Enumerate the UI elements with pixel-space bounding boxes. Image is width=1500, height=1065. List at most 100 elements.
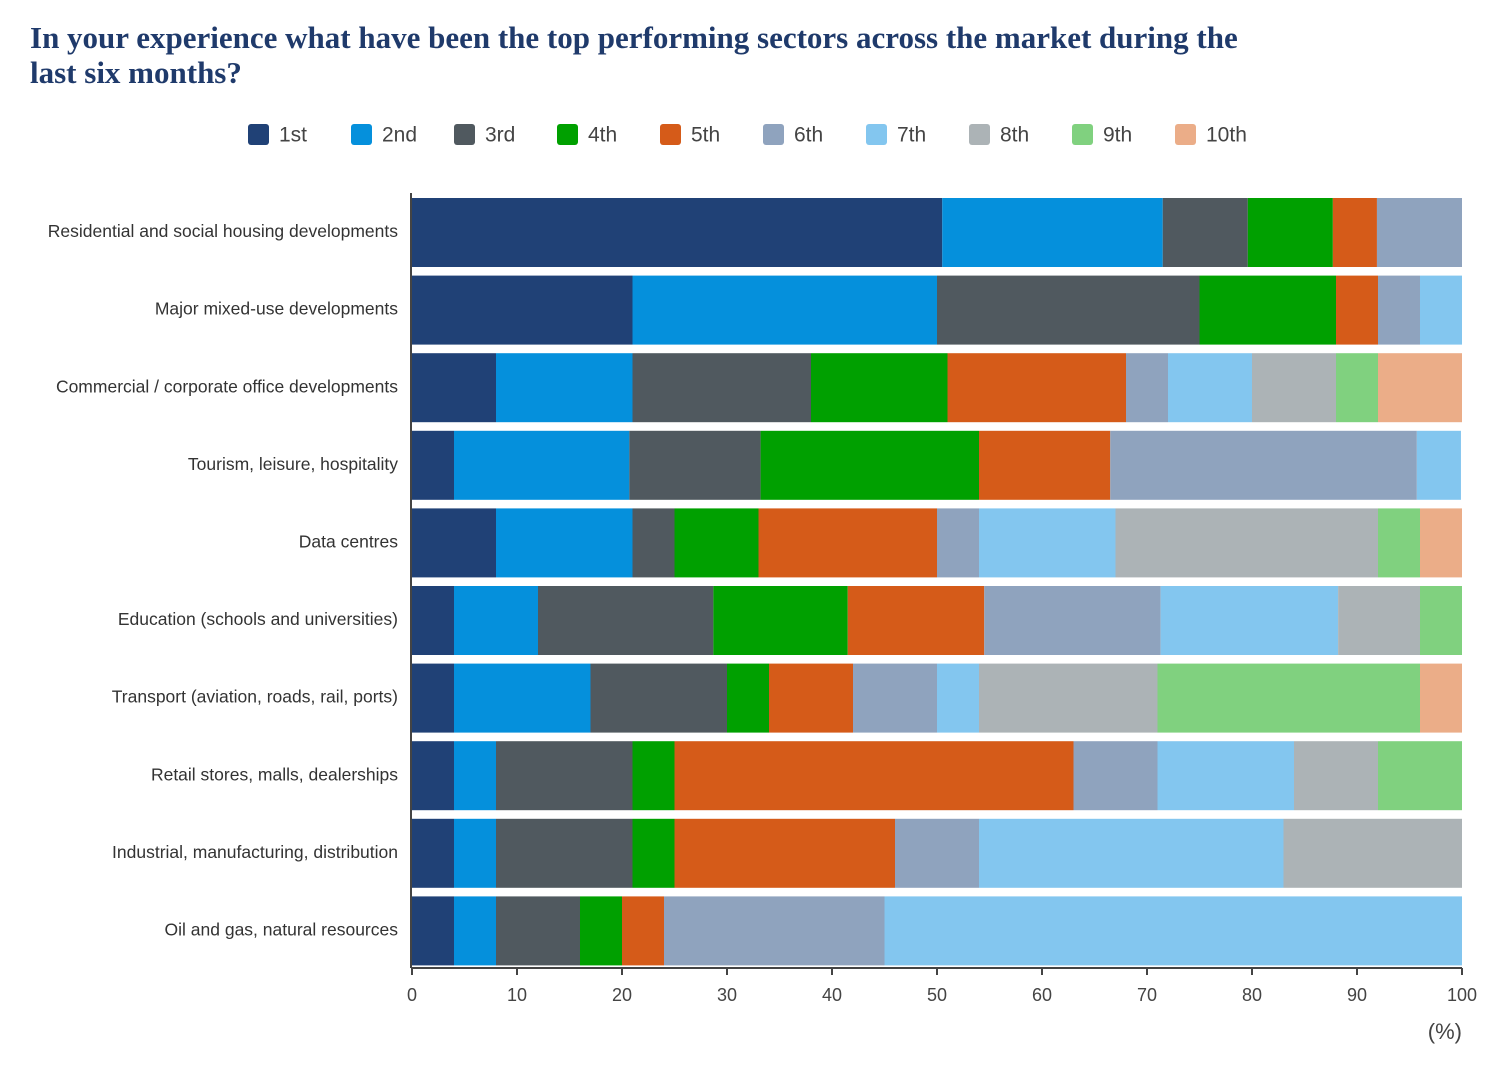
bar-segment <box>674 741 1074 811</box>
legend-label: 3rd <box>485 124 515 147</box>
legend-swatch <box>660 124 681 145</box>
legend-label: 8th <box>1000 124 1029 147</box>
bar-segment <box>884 896 1462 966</box>
legend-swatch <box>969 124 990 145</box>
bar-segment <box>412 741 454 811</box>
legend-swatch <box>351 124 372 145</box>
bar-segment <box>412 275 633 345</box>
bar-segment <box>632 741 675 811</box>
bar-segment <box>412 430 454 500</box>
legend-swatch <box>248 124 269 145</box>
bar-segment <box>847 586 985 655</box>
bar-segment <box>580 896 622 966</box>
bar-segment <box>1157 741 1294 811</box>
legend-swatch <box>454 124 475 145</box>
bar-segment <box>984 586 1161 655</box>
y-tick-label: Transport (aviation, roads, rail, ports) <box>112 687 398 707</box>
legend-label: 1st <box>279 124 307 147</box>
y-tick-label: Education (schools and universities) <box>118 609 398 629</box>
bar-segment <box>1420 508 1462 578</box>
legend-label: 6th <box>794 124 823 147</box>
y-tick-label: Commercial / corporate office developmen… <box>56 376 398 396</box>
bar-segment <box>1126 353 1168 423</box>
legend-swatch <box>763 124 784 145</box>
y-tick-label: Data centres <box>299 532 398 552</box>
bar-segment <box>947 353 1126 423</box>
bar-segment <box>1294 741 1378 811</box>
bar-segment <box>412 198 943 267</box>
bar-segment <box>853 663 937 733</box>
bar-segment <box>632 275 937 345</box>
bar-segment <box>1336 275 1378 345</box>
bar-segment <box>769 663 853 733</box>
x-tick-label: 30 <box>717 985 737 1005</box>
bar-segment <box>454 430 630 500</box>
legend-label: 9th <box>1103 124 1132 147</box>
bar-segment <box>937 275 1200 345</box>
bar-segment <box>538 586 714 655</box>
bar-segment <box>1376 198 1462 267</box>
bar-segment <box>412 353 496 423</box>
bar-segment <box>412 896 454 966</box>
bar-segment <box>979 508 1116 578</box>
legend-swatch <box>1072 124 1093 145</box>
chart-title: last six months? <box>30 55 242 90</box>
y-tick-label: Retail stores, malls, dealerships <box>151 764 398 784</box>
bar-segment <box>1378 508 1420 578</box>
bar-segment <box>412 663 454 733</box>
bar-segment <box>1073 741 1158 811</box>
x-tick-label: 10 <box>507 985 527 1005</box>
bar-segment <box>1162 198 1248 267</box>
bar-segment <box>454 741 496 811</box>
bar-segment <box>811 353 948 423</box>
bar-segment <box>760 430 979 500</box>
bar-segment <box>496 508 633 578</box>
bar-segment <box>937 508 979 578</box>
legend-label: 10th <box>1206 124 1247 147</box>
bar-segment <box>454 586 538 655</box>
bar-segment <box>1160 586 1339 655</box>
x-tick-label: 40 <box>822 985 842 1005</box>
bar-segment <box>1252 353 1336 423</box>
y-tick-label: Major mixed-use developments <box>155 299 398 319</box>
bar-segment <box>1115 508 1378 578</box>
x-tick-label: 80 <box>1242 985 1262 1005</box>
bar-segment <box>412 508 496 578</box>
bar-segment <box>1168 353 1252 423</box>
bar-segment <box>895 818 979 888</box>
bar-segment <box>1336 353 1378 423</box>
bar-segment <box>496 818 633 888</box>
bar-segment <box>674 508 759 578</box>
bar-segment <box>937 663 979 733</box>
bar-segment <box>727 663 769 733</box>
x-axis-label: (%) <box>1428 1019 1462 1044</box>
bar-segment <box>412 586 454 655</box>
bar-segment <box>1157 663 1420 733</box>
bar-segment <box>1416 430 1461 500</box>
x-tick-label: 50 <box>927 985 947 1005</box>
bar-segment <box>1420 586 1462 655</box>
x-tick-label: 60 <box>1032 985 1052 1005</box>
bar-segment <box>622 896 664 966</box>
y-tick-label: Oil and gas, natural resources <box>165 920 399 940</box>
bar-segment <box>1110 430 1417 500</box>
bar-segment <box>1247 198 1333 267</box>
x-tick-label: 90 <box>1347 985 1367 1005</box>
bar-segment <box>454 663 591 733</box>
bar-segment <box>629 430 761 500</box>
x-tick-label: 100 <box>1447 985 1477 1005</box>
x-tick-label: 0 <box>407 985 417 1005</box>
bar-segment <box>1199 275 1336 345</box>
legend-label: 2nd <box>382 124 417 147</box>
bar-segment <box>674 818 895 888</box>
legend-swatch <box>1175 124 1196 145</box>
legend-label: 5th <box>691 124 720 147</box>
legend-swatch <box>557 124 578 145</box>
bar-segment <box>1378 741 1462 811</box>
y-tick-label: Tourism, leisure, hospitality <box>188 454 398 474</box>
bar-segment <box>454 896 496 966</box>
bar-segment <box>1378 275 1420 345</box>
bar-segment <box>713 586 848 655</box>
bar-segment <box>979 818 1284 888</box>
